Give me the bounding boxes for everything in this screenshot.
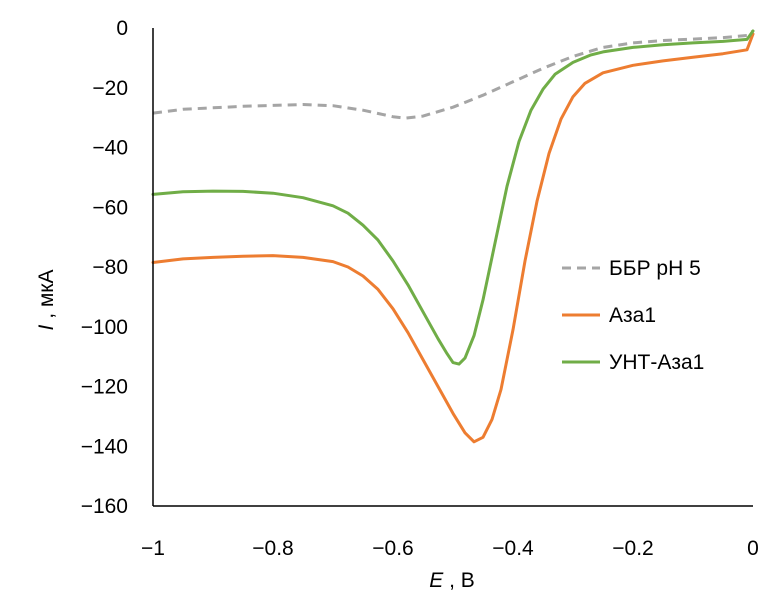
legend: ББР pH 5 Аза1 УНТ-Аза1 — [562, 257, 704, 374]
x-tick-label: −1 — [141, 537, 165, 560]
x-tick-label: −0.4 — [492, 537, 534, 560]
y-tick-label: −60 — [92, 196, 128, 219]
legend-label-3: УНТ-Аза1 — [609, 351, 704, 374]
y-tick-label: −120 — [81, 376, 128, 399]
y-tick-label: 0 — [116, 17, 128, 40]
x-tick-label: −0.8 — [252, 537, 293, 560]
y-tick-label: −80 — [92, 256, 128, 279]
x-axis-symbol: E — [429, 569, 444, 592]
y-axis-title: I , мкА — [35, 270, 58, 331]
x-axis-unit: , В — [443, 569, 475, 592]
x-tick-label: 0 — [747, 537, 759, 560]
axes — [152, 28, 753, 507]
series-line-3 — [151, 29, 755, 366]
x-tick-label: −0.2 — [612, 537, 653, 560]
y-axis-unit: , мкА — [35, 270, 58, 325]
y-axis-symbol: I — [35, 324, 58, 330]
x-axis-title: E , В — [429, 569, 475, 592]
x-tick-label: −0.6 — [372, 537, 413, 560]
series-line-1 — [152, 29, 754, 120]
series-line-2 — [151, 32, 755, 444]
legend-label-2: Аза1 — [609, 304, 656, 327]
legend-label-1: ББР pH 5 — [609, 257, 701, 280]
y-tick-label: −160 — [81, 495, 128, 518]
tick-labels: 0 −20 −40 −60 −80 −100 −120 −140 −160 −1 −0.8 −0.6 −… — [81, 17, 759, 560]
y-tick-label: −40 — [92, 137, 128, 160]
plot-lines — [151, 29, 755, 444]
y-tick-label: −100 — [81, 316, 128, 339]
y-tick-label: −20 — [92, 77, 128, 100]
y-tick-label: −140 — [81, 435, 128, 458]
